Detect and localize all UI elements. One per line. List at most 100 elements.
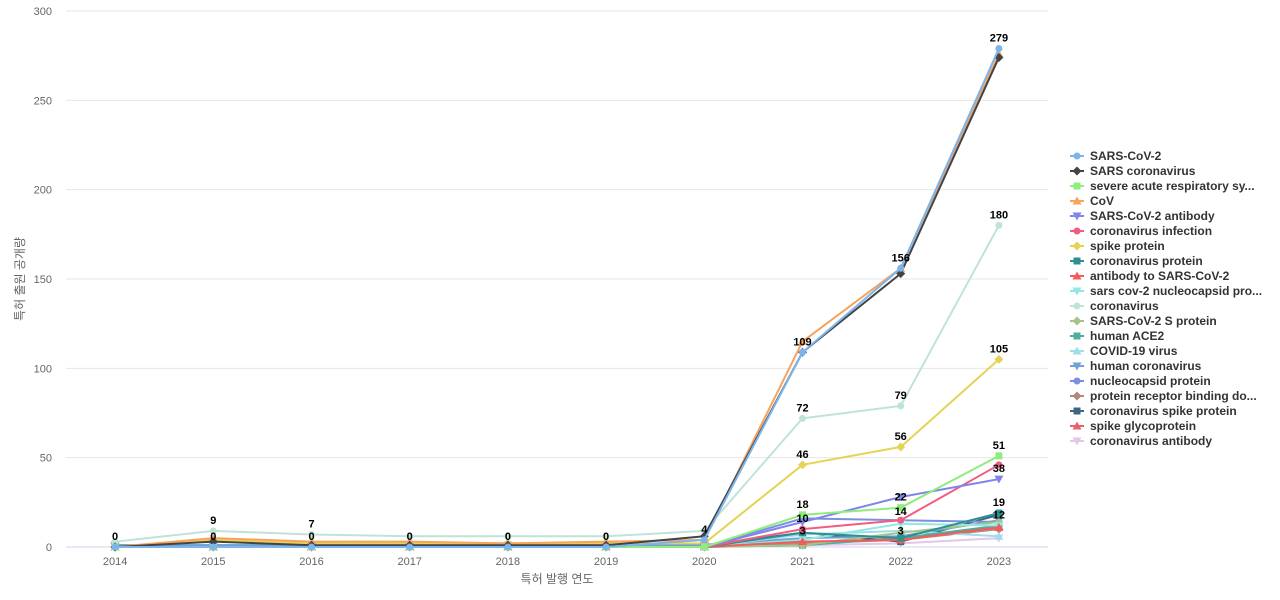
legend-item[interactable]: coronavirus antibody [1070,434,1212,448]
legend-item[interactable]: spike protein [1070,239,1165,253]
data-label: 19 [993,497,1005,509]
data-point [308,543,315,551]
y-axis-ticks: 0 50 100 150 200 250 300 [34,6,52,554]
x-tick-label: 2020 [692,556,716,568]
data-label: 14 [895,506,908,518]
legend-label: coronavirus antibody [1090,434,1212,448]
data-point [798,337,807,346]
data-point [209,527,217,535]
legend-item[interactable]: SARS-CoV-2 [1070,149,1162,163]
legend-label: severe acute respiratory sy... [1090,179,1255,193]
data-label: 0 [505,531,511,543]
legend-label: coronavirus protein [1090,254,1203,268]
legend-label: SARS-CoV-2 [1090,149,1162,163]
legend-label: human coronavirus [1090,359,1202,373]
legend-item[interactable]: spike glycoprotein [1070,419,1196,433]
legend-marker [1073,332,1081,340]
legend-item[interactable]: SARS coronavirus [1070,164,1196,178]
x-tick-label: 2017 [397,556,421,568]
legend-item[interactable]: COVID-19 virus [1070,344,1178,358]
legend-item[interactable]: SARS-CoV-2 antibody [1070,209,1215,223]
y-tick-label: 0 [46,542,52,554]
data-label: 3 [898,526,904,538]
legend-item[interactable]: coronavirus protein [1070,254,1203,268]
legend-item[interactable]: antibody to SARS-CoV-2 [1070,269,1230,283]
legend-item[interactable]: protein receptor binding do... [1070,389,1257,403]
data-label: 0 [308,531,314,543]
x-tick-label: 2018 [496,556,520,568]
legend-item[interactable]: coronavirus [1070,299,1159,313]
data-label: 72 [796,402,808,414]
data-point [897,264,905,272]
data-label: 56 [895,431,907,443]
data-label: 12 [993,510,1005,522]
series-sars-coronavirus[interactable] [110,52,1004,552]
series-sars-cov-2[interactable] [111,45,1003,551]
data-point [700,536,708,544]
data-point [798,518,807,527]
legend-item[interactable]: coronavirus spike protein [1070,404,1237,418]
data-label: 22 [895,492,907,504]
series-line [115,53,1000,548]
data-point [111,543,119,551]
y-tick-label: 200 [34,185,52,197]
data-point [897,504,905,512]
legend-item[interactable]: human coronavirus [1070,359,1202,373]
data-label: 180 [990,209,1008,221]
legend-label: protein receptor binding do... [1090,389,1257,403]
legend-marker [1072,196,1082,205]
grid-lines [66,10,1048,459]
data-point [995,221,1003,229]
x-tick-label: 2022 [888,556,912,568]
legend-label: spike glycoprotein [1090,419,1196,433]
legend-marker [1072,421,1082,430]
legend-item[interactable]: severe acute respiratory sy... [1070,179,1255,193]
legend-label: nucleocapsid protein [1090,374,1211,388]
data-point [994,475,1004,484]
data-point [602,532,610,540]
y-tick-label: 100 [34,363,52,375]
legend-label: COVID-19 virus [1090,344,1178,358]
legend-item[interactable]: SARS-CoV-2 S protein [1070,314,1217,328]
data-label: 279 [990,33,1008,45]
legend-item[interactable]: sars cov-2 nucleocapsid pro... [1070,284,1262,298]
legend-item[interactable]: human ACE2 [1070,329,1165,343]
y-axis-title: 특허 출원 공개량 [13,237,27,321]
data-point [994,354,1004,364]
data-label: 4 [701,524,708,536]
legend-label: spike protein [1090,239,1165,253]
series-cov[interactable] [110,49,1004,551]
legend-label: human ACE2 [1090,329,1165,343]
data-label: 9 [210,515,216,527]
data-point [799,529,806,537]
data-label: 79 [895,390,907,402]
legend-label: coronavirus spike protein [1090,404,1237,418]
data-label: 0 [407,531,413,543]
series-line [114,224,1000,543]
legend-item[interactable]: CoV [1070,194,1114,208]
data-label: 18 [796,499,808,511]
series-line [115,48,1000,548]
legend-marker [1072,271,1082,280]
data-point [602,543,610,551]
legend-item[interactable]: nucleocapsid protein [1070,374,1211,388]
legend-label: sars cov-2 nucleocapsid pro... [1090,284,1262,298]
data-point [111,538,119,546]
x-axis-ticks: 2014 2015 2016 2017 2018 2019 2020 2021 2022 2023 [103,556,1011,568]
y-tick-label: 150 [34,274,52,286]
data-label: 10 [796,513,808,525]
series-spike-protein[interactable] [110,354,1004,552]
data-point [995,452,1003,460]
x-tick-label: 2023 [987,556,1011,568]
data-point [897,516,905,524]
data-point [799,348,806,356]
data-label: 105 [990,343,1008,355]
legend-marker [1072,391,1082,401]
series-coronavirus[interactable] [111,221,1003,546]
data-point [995,461,1003,469]
legend-item[interactable]: coronavirus infection [1070,224,1212,238]
x-tick-label: 2015 [201,556,225,568]
legend-marker [1073,182,1081,190]
